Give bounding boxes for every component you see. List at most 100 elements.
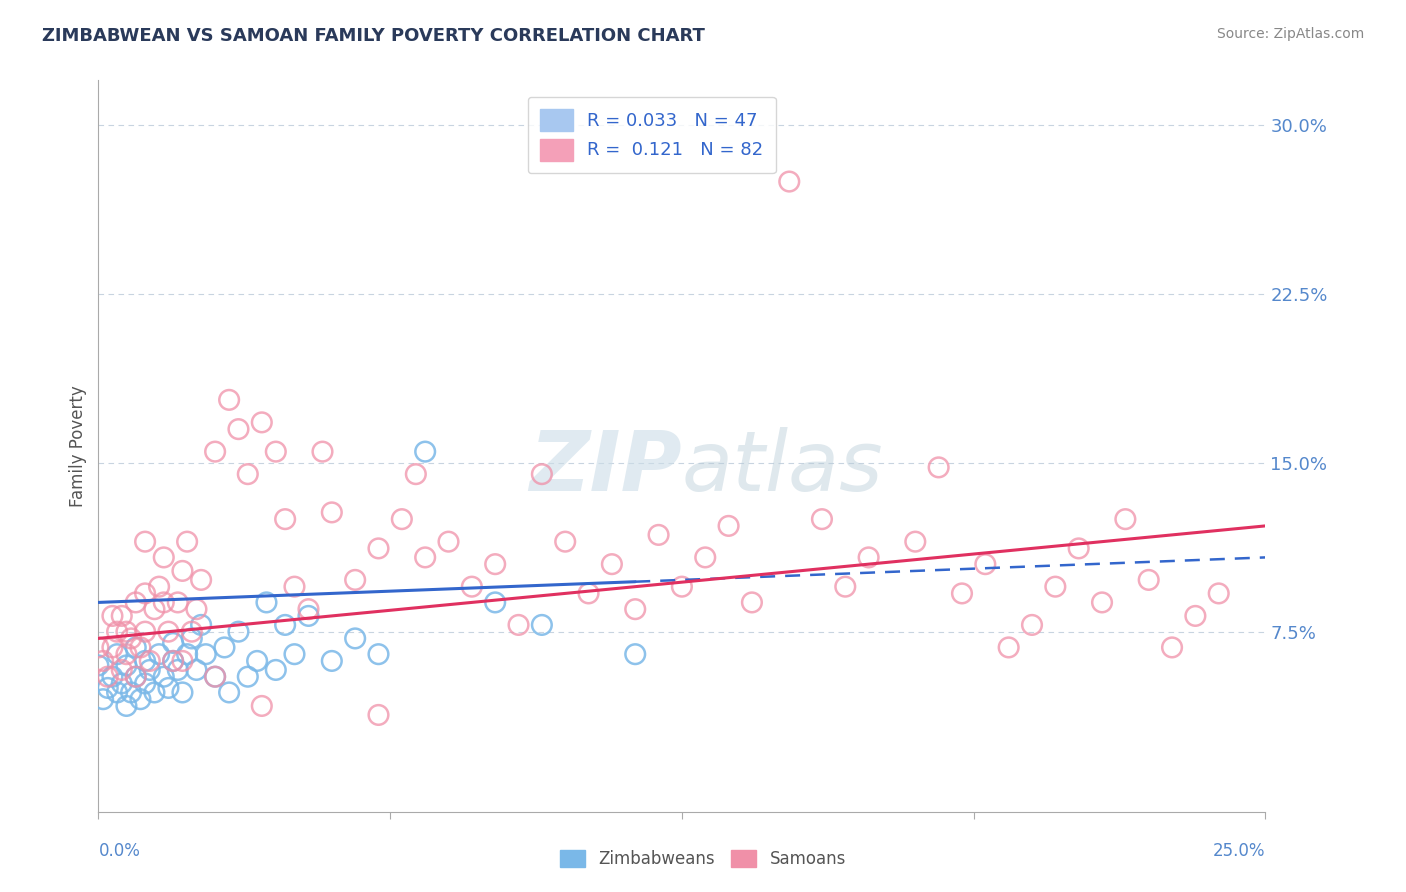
Point bbox=[134, 624, 156, 639]
Point bbox=[554, 534, 576, 549]
Point bbox=[647, 528, 669, 542]
Point bbox=[671, 580, 693, 594]
Point bbox=[105, 624, 128, 639]
Point bbox=[1091, 595, 1114, 609]
Point bbox=[152, 595, 174, 609]
Point bbox=[508, 618, 530, 632]
Point bbox=[157, 624, 180, 639]
Point bbox=[87, 658, 110, 673]
Point bbox=[87, 640, 110, 655]
Point bbox=[1021, 618, 1043, 632]
Point bbox=[204, 670, 226, 684]
Point bbox=[125, 595, 148, 609]
Point bbox=[321, 505, 343, 519]
Point bbox=[125, 670, 148, 684]
Text: ZIMBABWEAN VS SAMOAN FAMILY POVERTY CORRELATION CHART: ZIMBABWEAN VS SAMOAN FAMILY POVERTY CORR… bbox=[42, 27, 704, 45]
Point bbox=[115, 658, 138, 673]
Point bbox=[484, 595, 506, 609]
Point bbox=[367, 647, 389, 661]
Text: 0.0%: 0.0% bbox=[98, 842, 141, 861]
Point bbox=[91, 654, 114, 668]
Point bbox=[246, 654, 269, 668]
Point bbox=[115, 647, 138, 661]
Point bbox=[297, 608, 319, 623]
Point bbox=[111, 676, 134, 690]
Point bbox=[190, 618, 212, 632]
Point bbox=[297, 602, 319, 616]
Point bbox=[162, 654, 184, 668]
Text: Source: ZipAtlas.com: Source: ZipAtlas.com bbox=[1216, 27, 1364, 41]
Point bbox=[624, 602, 647, 616]
Point bbox=[134, 676, 156, 690]
Point bbox=[105, 685, 128, 699]
Point bbox=[778, 175, 800, 189]
Point bbox=[717, 519, 740, 533]
Point bbox=[148, 647, 170, 661]
Text: 25.0%: 25.0% bbox=[1213, 842, 1265, 861]
Point bbox=[811, 512, 834, 526]
Point bbox=[204, 670, 226, 684]
Point bbox=[166, 663, 188, 677]
Point bbox=[120, 632, 142, 646]
Point bbox=[928, 460, 950, 475]
Point bbox=[1137, 573, 1160, 587]
Point bbox=[129, 640, 152, 655]
Point bbox=[186, 663, 208, 677]
Legend: R = 0.033   N = 47, R =  0.121   N = 82: R = 0.033 N = 47, R = 0.121 N = 82 bbox=[527, 96, 776, 173]
Point bbox=[904, 534, 927, 549]
Point bbox=[115, 698, 138, 713]
Point bbox=[1067, 541, 1090, 556]
Point bbox=[600, 557, 623, 571]
Point bbox=[228, 624, 250, 639]
Point bbox=[274, 512, 297, 526]
Point bbox=[139, 663, 162, 677]
Point bbox=[148, 580, 170, 594]
Point bbox=[344, 632, 367, 646]
Point bbox=[97, 681, 120, 695]
Point bbox=[125, 640, 148, 655]
Point bbox=[152, 670, 174, 684]
Point bbox=[437, 534, 460, 549]
Point bbox=[111, 663, 134, 677]
Point bbox=[997, 640, 1019, 655]
Point bbox=[157, 681, 180, 695]
Point bbox=[321, 654, 343, 668]
Point bbox=[256, 595, 278, 609]
Point bbox=[264, 444, 287, 458]
Point bbox=[950, 586, 973, 600]
Point bbox=[264, 663, 287, 677]
Point bbox=[120, 685, 142, 699]
Point bbox=[186, 602, 208, 616]
Point bbox=[105, 647, 128, 661]
Point bbox=[101, 670, 124, 684]
Point bbox=[484, 557, 506, 571]
Point bbox=[91, 692, 114, 706]
Point bbox=[101, 640, 124, 655]
Point bbox=[1114, 512, 1136, 526]
Point bbox=[1045, 580, 1067, 594]
Point bbox=[152, 550, 174, 565]
Point bbox=[218, 685, 240, 699]
Point bbox=[1184, 608, 1206, 623]
Point bbox=[367, 708, 389, 723]
Point bbox=[413, 444, 436, 458]
Text: atlas: atlas bbox=[682, 427, 883, 508]
Point bbox=[214, 640, 236, 655]
Point bbox=[204, 444, 226, 458]
Point bbox=[166, 595, 188, 609]
Point bbox=[530, 618, 553, 632]
Point bbox=[97, 670, 120, 684]
Point bbox=[461, 580, 484, 594]
Point bbox=[125, 670, 148, 684]
Point bbox=[250, 416, 273, 430]
Point bbox=[250, 698, 273, 713]
Point bbox=[974, 557, 997, 571]
Point bbox=[344, 573, 367, 587]
Point bbox=[530, 467, 553, 482]
Point bbox=[162, 636, 184, 650]
Point bbox=[274, 618, 297, 632]
Point bbox=[172, 564, 194, 578]
Point bbox=[134, 586, 156, 600]
Point bbox=[176, 534, 198, 549]
Y-axis label: Family Poverty: Family Poverty bbox=[69, 385, 87, 507]
